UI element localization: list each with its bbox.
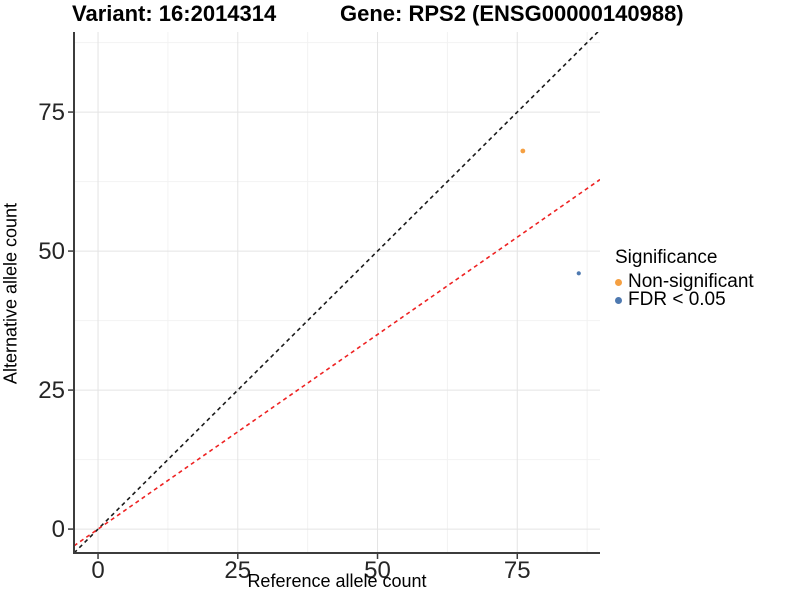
expected-ratio-line (74, 178, 600, 547)
legend-title: Significance (615, 247, 718, 268)
plot-title-variant: Variant: 16:2014314 (72, 1, 277, 26)
legend-key-dot (615, 278, 622, 286)
y-tick-label: 25 (38, 377, 65, 404)
legend-key-dot (615, 296, 622, 304)
legend-item-label: Non-significant (628, 271, 754, 292)
x-tick-label: 0 (91, 557, 104, 584)
y-tick-label: 0 (52, 516, 65, 543)
y-tick-label: 75 (38, 99, 65, 126)
plot-title-gene: Gene: RPS2 (ENSG00000140988) (340, 1, 684, 26)
identity-line (74, 32, 599, 553)
x-tick-label: 75 (504, 557, 531, 584)
x-tick-label: 25 (224, 557, 251, 584)
y-axis-title: Alternative allele count (0, 202, 21, 385)
x-axis-title: Reference allele count (247, 571, 427, 591)
legend-item-label: FDR < 0.05 (628, 289, 726, 310)
legend-item: Non-significant (612, 271, 754, 292)
data-point-non-significant (520, 148, 526, 154)
x-tick-label: 50 (364, 557, 391, 584)
data-point-fdr-0-05 (576, 271, 581, 276)
legend: Significance Non-significant FDR < 0.05 (612, 247, 754, 310)
legend-items: Non-significant FDR < 0.05 (612, 271, 754, 310)
legend-item: FDR < 0.05 (612, 289, 754, 310)
y-tick-label: 50 (38, 238, 65, 265)
